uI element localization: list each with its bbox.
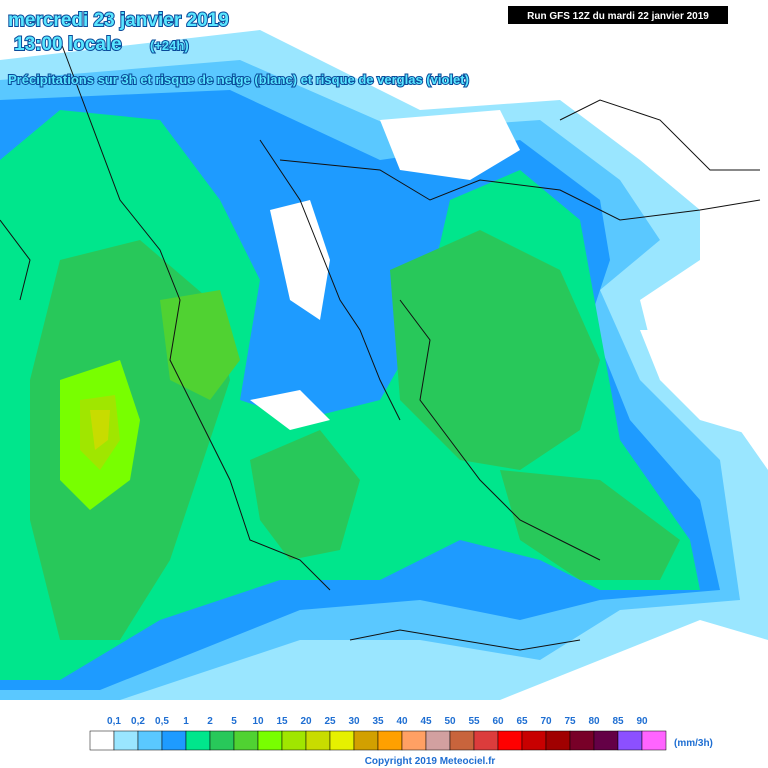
legend-swatch: [425, 730, 451, 751]
legend-swatch: [185, 730, 211, 751]
legend-swatch: [113, 730, 139, 751]
legend-label: 25: [324, 716, 336, 727]
legend-swatch: [137, 730, 163, 751]
legend-label: 75: [564, 716, 576, 727]
legend-label: 10: [252, 716, 264, 727]
legend-swatch: [377, 730, 403, 751]
legend-swatch: [353, 730, 379, 751]
legend-label: 40: [396, 716, 408, 727]
legend-swatch: [521, 730, 547, 751]
legend-label: 65: [516, 716, 528, 727]
title-offset: (+24h): [150, 38, 189, 53]
legend: 0,1 0,2 0,5 1 2 5 10 15 20 25 30 35 40 45 50 55 60 65 70 75…: [89, 716, 667, 751]
legend-label: 50: [444, 716, 456, 727]
legend-swatch: [305, 730, 331, 751]
legend-label: 60: [492, 716, 504, 727]
legend-label: 15: [276, 716, 288, 727]
coastlines: [0, 39, 761, 651]
run-box: [508, 6, 728, 24]
legend-label: 70: [540, 716, 552, 727]
legend-swatch: [329, 730, 355, 751]
legend-swatch: [545, 730, 571, 751]
legend-label: 1: [183, 716, 189, 727]
run-label: Run GFS 12Z du mardi 22 janvier 2019: [527, 11, 709, 22]
legend-label: 90: [636, 716, 648, 727]
title-time: 13:00 locale: [14, 34, 122, 55]
legend-label: 80: [588, 716, 600, 727]
legend-swatch: [281, 730, 307, 751]
legend-swatch: [161, 730, 187, 751]
legend-swatch: [617, 730, 643, 751]
legend-label: 5: [231, 716, 237, 727]
legend-swatch: [401, 730, 427, 751]
legend-swatch: [593, 730, 619, 751]
legend-label: 55: [468, 716, 480, 727]
legend-swatch: [641, 730, 667, 751]
title-date: mercredi 23 janvier 2019: [8, 10, 229, 31]
subtitle: Précipitations sur 3h et risque de neige…: [8, 72, 469, 87]
legend-units: (mm/3h): [674, 738, 713, 749]
legend-label: 30: [348, 716, 360, 727]
legend-swatch: [257, 730, 283, 751]
legend-swatch: [233, 730, 259, 751]
legend-swatch: [473, 730, 499, 751]
legend-swatch: [569, 730, 595, 751]
legend-label: 85: [612, 716, 624, 727]
legend-label: 0,2: [131, 716, 145, 727]
legend-label: 20: [300, 716, 312, 727]
legend-swatch: [449, 730, 475, 751]
legend-swatch: [497, 730, 523, 751]
legend-swatch: [209, 730, 235, 751]
precipitation-field: [0, 30, 768, 700]
legend-swatch: [89, 730, 115, 751]
legend-label: 0,5: [155, 716, 169, 727]
legend-label: 35: [372, 716, 384, 727]
copyright: Copyright 2019 Meteociel.fr: [365, 756, 496, 767]
legend-label: 0,1: [107, 716, 121, 727]
legend-label: 45: [420, 716, 432, 727]
legend-label: 2: [207, 716, 213, 727]
